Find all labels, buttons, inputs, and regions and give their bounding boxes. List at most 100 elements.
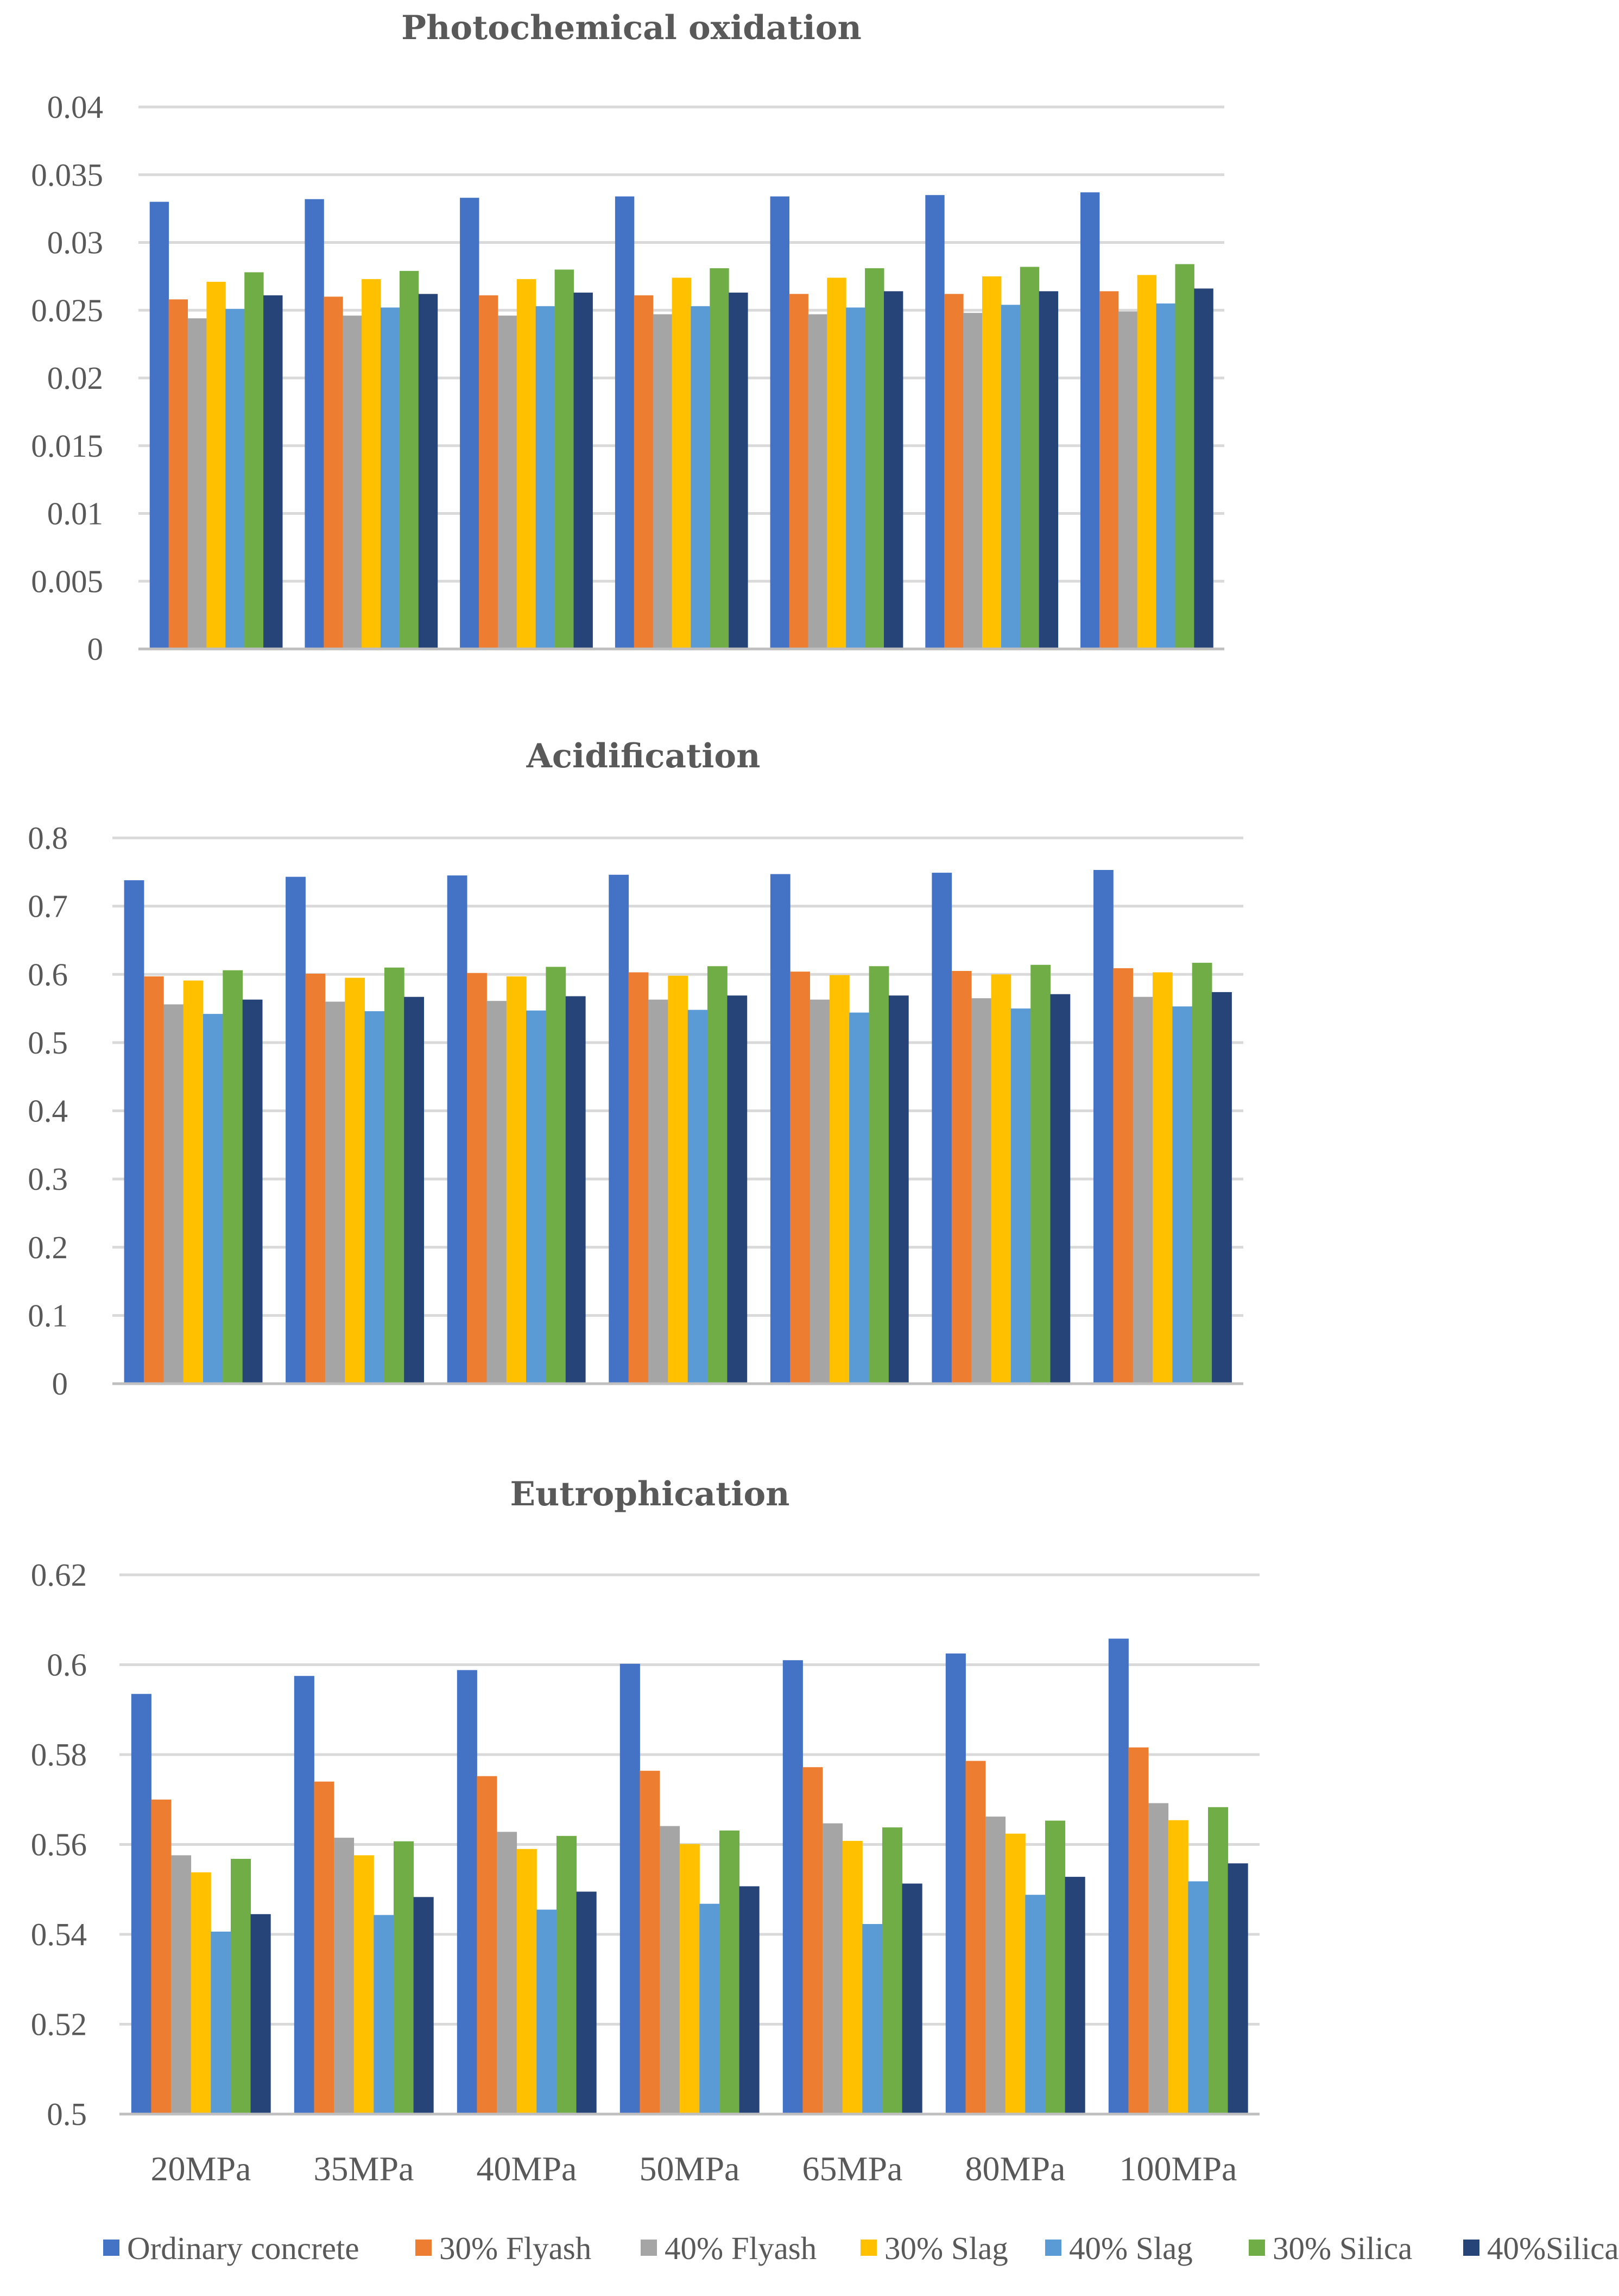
bar-ordinary-concrete-65mpa xyxy=(782,1660,803,2114)
y-tick-label: 0.8 xyxy=(28,820,68,856)
bar-30pct-flyash-40mpa xyxy=(467,973,487,1384)
bar-40pct-slag-50mpa xyxy=(691,306,710,649)
bar-40pctsilica-35mpa xyxy=(404,996,424,1384)
bar-ordinary-concrete-35mpa xyxy=(294,1676,314,2114)
y-tick-label: 0.035 xyxy=(31,157,103,193)
legend-label: 40%Silica xyxy=(1487,2230,1619,2266)
bar-30pct-flyash-40mpa xyxy=(477,1776,497,2114)
bar-40pctsilica-40mpa xyxy=(576,1891,597,2114)
bar-30pct-flyash-20mpa xyxy=(151,1799,172,2114)
y-tick-label: 0 xyxy=(87,631,104,667)
bar-40pct-slag-20mpa xyxy=(211,1932,231,2114)
bar-30pct-silica-80mpa xyxy=(1020,267,1040,649)
chart-title: Acidification xyxy=(526,737,761,775)
bar-40pct-flyash-40mpa xyxy=(486,1001,507,1384)
bar-30pct-silica-50mpa xyxy=(710,268,729,649)
bar-40pct-flyash-20mpa xyxy=(171,1855,192,2114)
bar-30pct-slag-40mpa xyxy=(506,976,527,1384)
bar-40pct-flyash-65mpa xyxy=(823,1823,843,2114)
bar-30pct-silica-20mpa xyxy=(223,970,243,1384)
bar-ordinary-concrete-20mpa xyxy=(149,201,169,649)
legend-item-40pct-flyash: 40% Flyash xyxy=(641,2230,817,2266)
bar-ordinary-concrete-100mpa xyxy=(1093,870,1114,1384)
legend-item-30pct-silica: 30% Silica xyxy=(1249,2230,1412,2266)
bar-ordinary-concrete-20mpa xyxy=(131,1694,151,2114)
x-tick-label: 80MPa xyxy=(965,2149,1066,2188)
x-tick-label: 65MPa xyxy=(802,2149,903,2188)
bar-30pct-flyash-65mpa xyxy=(790,972,810,1384)
bar-40pct-slag-50mpa xyxy=(687,1010,708,1384)
x-tick-label: 40MPa xyxy=(477,2149,577,2188)
y-tick-label: 0.6 xyxy=(28,956,68,992)
y-tick-label: 0.58 xyxy=(31,1737,87,1773)
bar-30pct-silica-20mpa xyxy=(244,272,264,649)
y-tick-label: 0.5 xyxy=(47,2096,87,2132)
bar-30pct-flyash-65mpa xyxy=(789,294,808,649)
legend-swatch xyxy=(1463,2240,1479,2256)
bar-40pct-slag-35mpa xyxy=(364,1011,385,1384)
bar-30pct-slag-20mpa xyxy=(206,281,226,649)
bar-40pct-slag-100mpa xyxy=(1188,1881,1209,2114)
bar-30pct-flyash-20mpa xyxy=(143,976,164,1384)
bar-30pct-slag-65mpa xyxy=(829,975,850,1384)
bar-40pct-flyash-50mpa xyxy=(653,314,673,649)
y-tick-label: 0.04 xyxy=(47,89,103,125)
bar-40pct-slag-20mpa xyxy=(203,1014,223,1384)
bar-30pct-slag-20mpa xyxy=(191,1872,211,2114)
bar-ordinary-concrete-35mpa xyxy=(286,876,306,1384)
bar-30pct-flyash-100mpa xyxy=(1099,291,1119,649)
bar-30pct-slag-20mpa xyxy=(183,980,204,1384)
bar-40pct-flyash-80mpa xyxy=(985,1816,1006,2114)
y-tick-label: 0.62 xyxy=(31,1557,87,1593)
bar-30pct-slag-40mpa xyxy=(516,279,536,649)
bar-40pct-flyash-65mpa xyxy=(808,314,827,649)
legend-item-40pct-slag: 40% Slag xyxy=(1045,2230,1193,2266)
bar-40pctsilica-80mpa xyxy=(1050,994,1071,1384)
bar-40pct-flyash-40mpa xyxy=(497,1832,517,2114)
bar-30pct-slag-65mpa xyxy=(827,277,846,649)
y-tick-label: 0.3 xyxy=(28,1161,68,1197)
bar-40pctsilica-100mpa xyxy=(1194,288,1213,649)
bar-ordinary-concrete-80mpa xyxy=(945,1653,966,2114)
x-tick-label: 50MPa xyxy=(640,2149,740,2188)
bar-40pctsilica-100mpa xyxy=(1212,992,1232,1384)
bar-30pct-silica-40mpa xyxy=(554,269,574,649)
bar-40pctsilica-100mpa xyxy=(1228,1863,1248,2114)
legend-swatch xyxy=(641,2240,657,2256)
y-tick-label: 0.015 xyxy=(31,428,103,464)
bar-ordinary-concrete-50mpa xyxy=(609,874,629,1384)
y-tick-label: 0.6 xyxy=(47,1647,87,1683)
chart-eutrophication: Eutrophication 0.5 0.52 0.54 0.56 0.58 0.6 0.62… xyxy=(31,1475,1260,2188)
bar-40pctsilica-50mpa xyxy=(729,292,748,649)
bar-30pct-slag-35mpa xyxy=(353,1855,374,2114)
bar-40pct-slag-50mpa xyxy=(699,1903,720,2114)
y-tick-label: 0.54 xyxy=(31,1916,87,1952)
bar-40pctsilica-65mpa xyxy=(902,1883,922,2114)
bar-30pct-silica-50mpa xyxy=(707,966,728,1384)
bar-40pct-flyash-80mpa xyxy=(963,313,983,649)
bar-ordinary-concrete-40mpa xyxy=(457,1670,477,2114)
bar-30pct-flyash-40mpa xyxy=(479,295,498,649)
bar-30pct-silica-100mpa xyxy=(1192,962,1212,1384)
bar-30pct-slag-35mpa xyxy=(345,977,365,1384)
bar-30pct-silica-35mpa xyxy=(394,1841,414,2114)
bar-40pct-slag-20mpa xyxy=(225,308,245,649)
bar-30pct-slag-80mpa xyxy=(1005,1833,1026,2114)
bar-40pctsilica-50mpa xyxy=(727,995,748,1384)
legend-swatch xyxy=(861,2240,877,2256)
bar-40pctsilica-35mpa xyxy=(413,1897,434,2114)
bar-30pct-silica-35mpa xyxy=(399,270,419,649)
y-tick-label: 0.5 xyxy=(28,1025,68,1061)
bar-40pct-flyash-35mpa xyxy=(343,316,362,649)
bar-40pct-slag-40mpa xyxy=(536,1909,557,2114)
bar-30pct-flyash-80mpa xyxy=(965,1761,986,2114)
bar-40pctsilica-35mpa xyxy=(418,294,438,649)
bar-40pct-slag-100mpa xyxy=(1172,1006,1193,1384)
legend-swatch xyxy=(415,2240,432,2256)
bar-30pct-slag-50mpa xyxy=(668,975,688,1384)
bar-40pctsilica-20mpa xyxy=(263,295,283,649)
bar-30pct-silica-65mpa xyxy=(865,268,884,649)
bar-40pctsilica-80mpa xyxy=(1039,291,1059,649)
bar-30pct-flyash-35mpa xyxy=(305,974,326,1384)
